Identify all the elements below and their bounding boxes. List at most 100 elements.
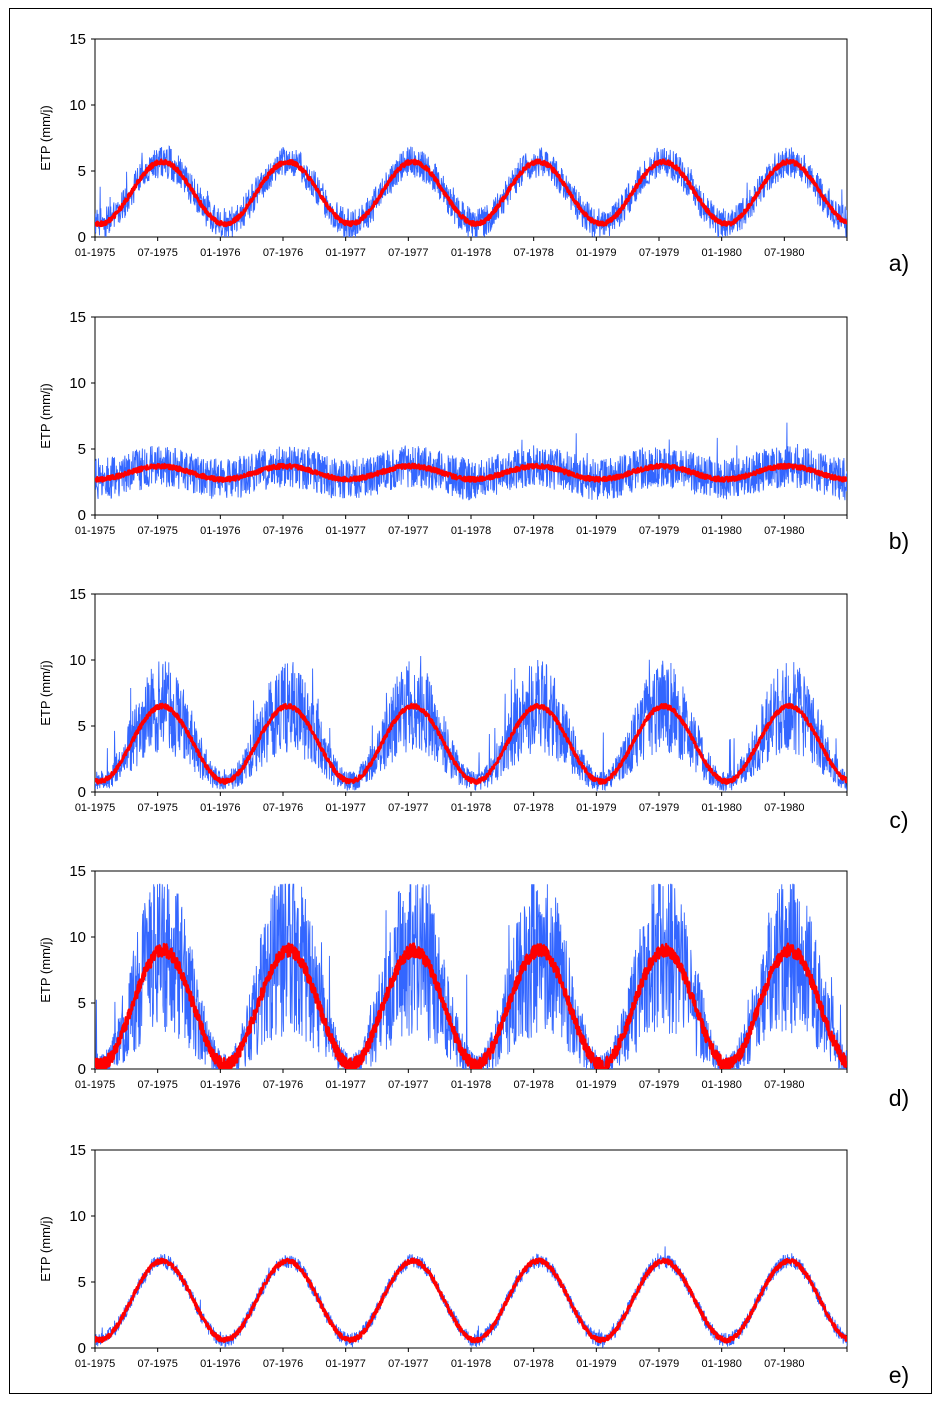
y-axis-label: ETP (mm/j) [38,660,53,725]
x-tick-label: 01-1976 [200,1358,240,1370]
y-tick-label: 0 [78,507,86,524]
x-tick-label: 01-1980 [701,247,741,259]
x-tick-label: 07-1975 [137,525,177,537]
x-tick-label: 01-1978 [451,802,491,814]
x-tick-label: 01-1975 [75,802,115,814]
x-tick-label: 01-1979 [576,247,616,259]
x-tick-label: 07-1975 [137,247,177,259]
plot-area [94,1149,848,1349]
x-tick-label: 01-1975 [75,1358,115,1370]
x-tick-label: 01-1976 [200,802,240,814]
x-tick-label: 01-1980 [701,802,741,814]
smoothed-series-line [95,158,847,228]
x-tick-label: 07-1975 [137,1079,177,1091]
x-tick-label: 07-1978 [513,247,553,259]
x-tick-label: 07-1976 [263,247,303,259]
y-tick-label: 5 [78,163,86,180]
daily-series-line [95,422,847,501]
smoothed-series-line [95,462,847,483]
x-tick-label: 07-1980 [764,1079,804,1091]
y-tick-label: 15 [69,309,86,326]
y-tick-label: 0 [78,784,86,801]
x-tick-label: 01-1979 [576,525,616,537]
y-axis-label: ETP (mm/j) [38,1216,53,1281]
x-tick-label: 07-1979 [639,802,679,814]
x-tick-label: 07-1980 [764,247,804,259]
x-tick-label: 01-1980 [701,525,741,537]
smoothed-series-line [95,942,847,1069]
y-axis-label: ETP (mm/j) [38,105,53,170]
x-tick-label: 07-1975 [137,802,177,814]
x-tick-label: 07-1977 [388,802,428,814]
panel-letter: d) [889,1085,909,1111]
x-tick-label: 01-1979 [576,1079,616,1091]
y-tick-label: 0 [78,229,86,246]
x-tick-label: 01-1975 [75,247,115,259]
x-tick-label: 01-1977 [325,1079,365,1091]
panel-b: 0 5 10 15 ETP (mm/j) 01-1975 07-1975 01-1976 07-… [38,309,909,554]
y-tick-label: 15 [69,31,86,48]
panel-letter: c) [889,807,908,833]
x-tick-label: 01-1976 [200,525,240,537]
y-tick-label: 0 [78,1340,86,1357]
x-tick-label: 07-1976 [263,1358,303,1370]
x-tick-label: 07-1978 [513,1358,553,1370]
x-tick-label: 07-1980 [764,802,804,814]
x-tick-label: 07-1976 [263,1079,303,1091]
x-tick-label: 07-1977 [388,247,428,259]
y-tick-label: 5 [78,441,86,458]
x-tick-label: 07-1977 [388,1079,428,1091]
y-tick-label: 5 [78,718,86,735]
x-tick-label: 07-1979 [639,525,679,537]
x-tick-label: 01-1976 [200,1079,240,1091]
daily-series-line [95,1246,847,1348]
panel-c: 0 5 10 15 ETP (mm/j) 01-1975 07-1975 01-1976 07-… [38,586,909,833]
panel-letter: a) [889,250,909,276]
figure-frame [9,8,932,1394]
x-tick-label: 07-1977 [388,525,428,537]
x-tick-label: 01-1978 [451,525,491,537]
x-tick-label: 07-1980 [764,525,804,537]
y-tick-label: 15 [69,586,86,603]
x-tick-label: 01-1979 [576,1358,616,1370]
x-tick-label: 01-1977 [325,525,365,537]
smoothed-series-line [95,702,847,785]
y-tick-label: 10 [69,97,86,114]
y-tick-label: 0 [78,1061,86,1078]
panel-d: 0 5 10 15 ETP (mm/j) 01-1975 07-1975 01-1976 07-… [38,863,909,1111]
x-tick-label: 01-1978 [451,1358,491,1370]
y-tick-label: 15 [69,863,86,880]
x-tick-label: 07-1979 [639,1079,679,1091]
x-tick-label: 01-1980 [701,1079,741,1091]
x-tick-label: 07-1975 [137,1358,177,1370]
x-tick-label: 01-1975 [75,525,115,537]
x-tick-label: 01-1976 [200,247,240,259]
x-tick-label: 07-1976 [263,525,303,537]
panel-letter: e) [889,1362,909,1388]
x-tick-label: 01-1980 [701,1358,741,1370]
y-tick-label: 5 [78,1274,86,1291]
x-tick-label: 07-1979 [639,247,679,259]
smoothed-series-line [95,1257,847,1344]
y-axis-label: ETP (mm/j) [38,383,53,448]
daily-series-line [95,145,847,237]
x-tick-label: 07-1978 [513,1079,553,1091]
x-tick-label: 07-1980 [764,1358,804,1370]
y-tick-label: 5 [78,995,86,1012]
x-tick-label: 07-1977 [388,1358,428,1370]
y-tick-label: 10 [69,929,86,946]
y-tick-label: 15 [69,1142,86,1159]
y-tick-label: 10 [69,375,86,392]
x-tick-label: 01-1977 [325,1358,365,1370]
x-tick-label: 01-1979 [576,802,616,814]
x-tick-label: 07-1978 [513,802,553,814]
x-tick-label: 01-1978 [451,1079,491,1091]
x-tick-label: 07-1979 [639,1358,679,1370]
y-tick-label: 10 [69,652,86,669]
x-tick-label: 07-1976 [263,802,303,814]
x-tick-label: 01-1978 [451,247,491,259]
y-axis-label: ETP (mm/j) [38,937,53,1002]
x-tick-label: 01-1977 [325,247,365,259]
